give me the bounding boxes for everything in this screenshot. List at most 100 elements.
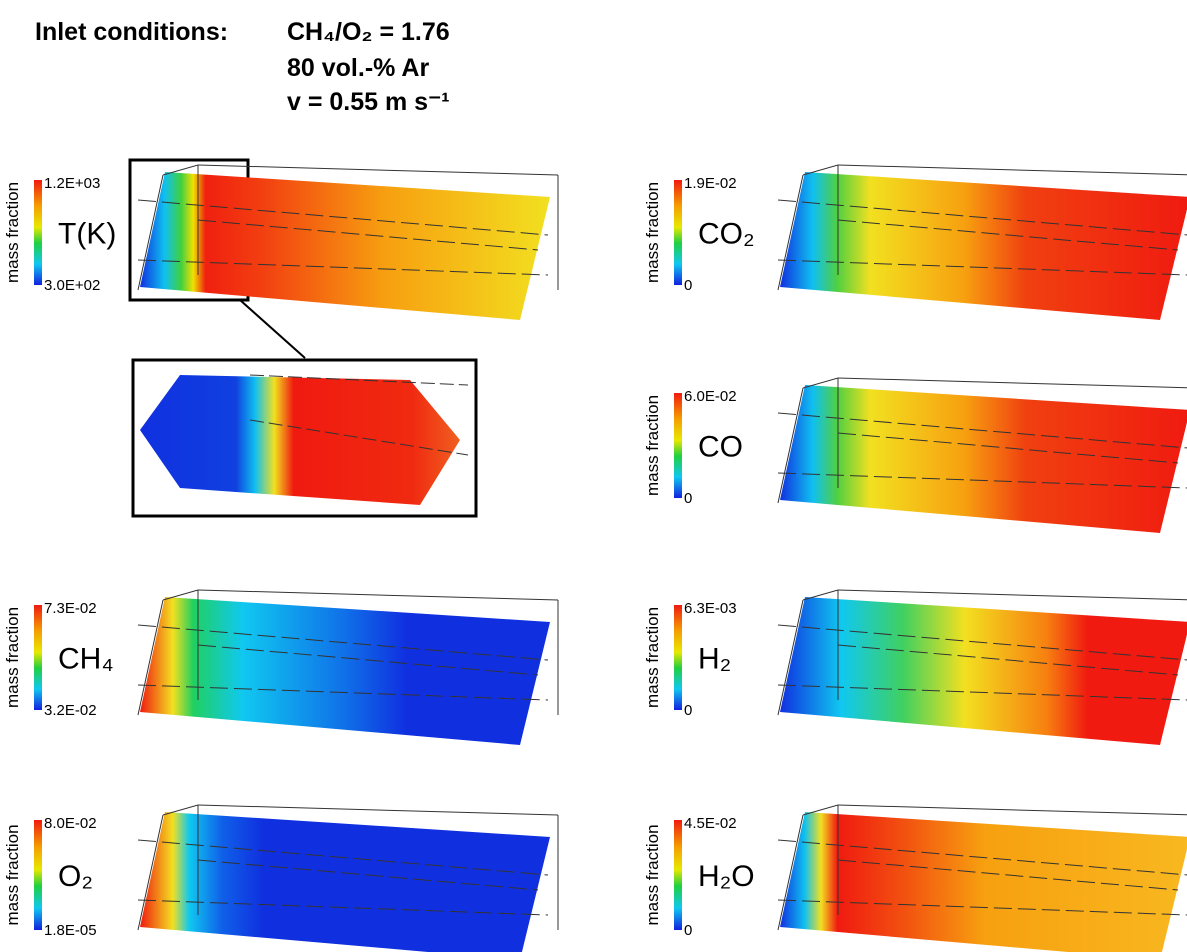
colorbar-max: 8.0E-02 [44,815,97,832]
contour-slab [780,597,1187,745]
wireframe [777,814,804,931]
species-label: H₂ [698,643,731,676]
panel: mass fraction 8.0E-02 1.8E-05 O₂ [3,804,559,952]
wireframe [777,412,1187,449]
header-line: 80 vol.-% Ar [287,54,429,82]
axis-label: mass fraction [643,395,662,496]
wireframe [137,174,164,291]
colorbar [674,393,682,498]
wireframe [137,199,549,236]
colorbar [34,605,42,710]
header: Inlet conditions: CH₄/O₂ = 1.76 80 vol.-… [35,18,450,116]
colorbar-max: 1.2E+03 [44,175,100,192]
wireframe [837,377,1187,389]
colorbar-min: 0 [684,702,692,719]
colorbar-min: 0 [684,490,692,507]
colorbar-max: 6.0E-02 [684,388,737,405]
colorbar [34,180,42,285]
wireframe [777,199,1187,236]
panel: mass fraction 6.0E-02 0 CO [643,377,1187,533]
wireframe [197,219,539,251]
panel: mass fraction 1.2E+03 3.0E+02 T(K) [3,164,559,320]
wireframe [802,164,839,176]
header-title: Inlet conditions: [35,18,228,46]
wireframe [802,589,839,601]
wireframe [137,899,549,916]
wireframe [802,804,839,816]
wireframe [162,589,199,601]
wireframe [137,624,549,661]
axis-label: mass fraction [643,182,662,283]
wireframe [197,164,559,176]
colorbar-min: 0 [684,922,692,939]
axis-label: mass fraction [643,607,662,708]
wireframe [777,387,804,504]
wire [249,419,469,456]
colorbar-max: 1.9E-02 [684,175,737,192]
wireframe [837,859,1179,891]
wireframe [837,219,1179,251]
axis-label: mass fraction [3,607,22,708]
wireframe [137,599,164,716]
colorbar-min: 3.2E-02 [44,702,97,719]
wireframe [777,624,1187,661]
colorbar-min: 3.0E+02 [44,277,100,294]
panel: mass fraction 7.3E-02 3.2E-02 CH₄ [3,589,559,745]
colorbar-max: 6.3E-03 [684,600,737,617]
panel: mass fraction 4.5E-02 0 H₂O [643,804,1187,952]
axis-label: mass fraction [643,824,662,925]
header-line: v = 0.55 m s⁻¹ [287,88,450,116]
contour-slab [780,172,1187,320]
colorbar-min: 1.8E-05 [44,922,97,939]
species-label: CH₄ [58,643,114,676]
wire [249,374,469,386]
colorbar-max: 7.3E-02 [44,600,97,617]
species-label: T(K) [58,218,116,251]
wireframe [777,174,804,291]
colorbar [34,820,42,930]
wireframe [837,164,1187,176]
wireframe [197,644,539,676]
wireframe [137,259,549,276]
header-line: CH₄/O₂ = 1.76 [287,18,450,46]
wireframe [837,432,1179,464]
wireframe [837,644,1179,676]
colorbar [674,605,682,710]
colorbar-min: 0 [684,277,692,294]
wireframe [162,164,199,176]
wireframe [777,472,1187,489]
wireframe [137,814,164,931]
wireframe [777,599,804,716]
wireframe [162,804,199,816]
contour-slab [780,812,1187,952]
wireframe [777,684,1187,701]
wireframe [777,899,1187,916]
colorbar [674,820,682,930]
wireframe [197,804,559,816]
species-label: H₂O [698,860,755,893]
wireframe [137,839,549,876]
zoom-slab [140,375,460,505]
wireframe [837,804,1187,816]
zoom-inset [128,158,478,518]
wireframe [197,859,539,891]
wireframe [837,589,1187,601]
wireframe [777,259,1187,276]
wireframe [197,589,559,601]
wireframe [137,684,549,701]
contour-slab [140,812,550,952]
colorbar-max: 4.5E-02 [684,815,737,832]
contour-slab [780,385,1187,533]
wireframe [777,839,1187,876]
species-label: CO [698,431,743,464]
species-label: CO₂ [698,218,755,251]
colorbar [674,180,682,285]
zoom-connector [239,299,306,359]
axis-label: mass fraction [3,182,22,283]
species-label: O₂ [58,860,93,893]
panel: mass fraction 1.9E-02 0 CO₂ [643,164,1187,320]
axis-label: mass fraction [3,824,22,925]
wireframe [802,377,839,389]
panel: mass fraction 6.3E-03 0 H₂ [643,589,1187,745]
